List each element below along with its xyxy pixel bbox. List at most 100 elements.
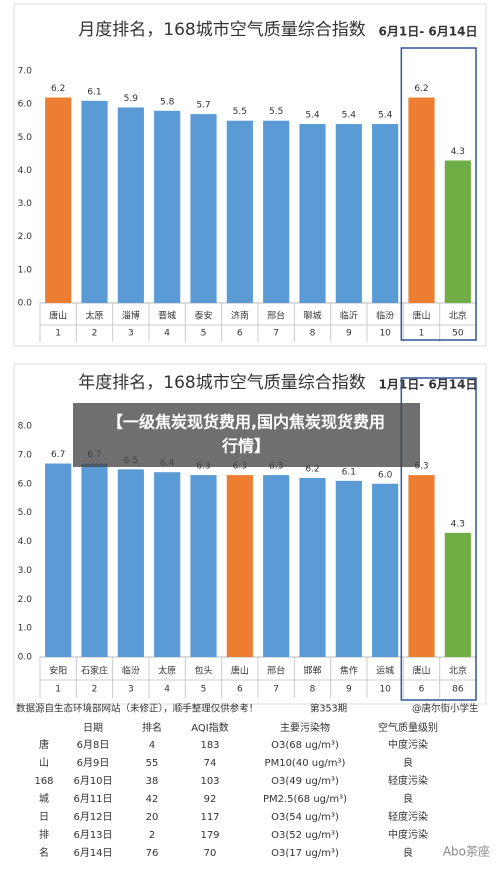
bar — [81, 100, 108, 303]
y-tick-label: 4.0 — [18, 166, 33, 176]
category-label: 唐山 — [231, 665, 249, 677]
table-cell: 轻度污染 — [388, 774, 428, 787]
table-cell: 6月8日 — [77, 739, 110, 751]
table-cell: 6月12日 — [73, 811, 112, 823]
value-label: 4.3 — [451, 519, 465, 529]
category-label: 包头 — [194, 665, 212, 677]
category-label: 太原 — [85, 310, 103, 322]
rank-label: 4 — [164, 329, 170, 339]
category-label: 晋城 — [158, 311, 176, 322]
table-cell: 74 — [204, 758, 217, 769]
y-tick-label: 8.0 — [18, 422, 33, 432]
category-label: 聊城 — [303, 310, 321, 322]
table-side: 168 — [34, 776, 53, 787]
bar — [45, 463, 72, 657]
table-cell: O3(68 ug/m³) — [271, 740, 339, 751]
rank-label: 8 — [310, 685, 316, 695]
bar — [408, 475, 435, 657]
table-side: 唐 — [39, 738, 49, 751]
table-header: 排名 — [142, 721, 162, 734]
value-label: 6.7 — [51, 450, 65, 460]
y-tick-label: 0.0 — [18, 653, 33, 663]
value-label: 5.7 — [196, 101, 210, 111]
rank-label: 2 — [92, 329, 98, 339]
value-label: 5.8 — [160, 97, 175, 107]
table-cell: 中度污染 — [388, 828, 428, 841]
rank-label: 1 — [55, 685, 61, 695]
rank-label: 6 — [237, 329, 243, 339]
table-cell: 103 — [200, 776, 219, 787]
y-tick-label: 1.0 — [18, 265, 33, 275]
value-label: 6.3 — [414, 462, 428, 472]
bar — [117, 469, 144, 657]
category-label: 北京 — [449, 665, 467, 677]
y-tick-label: 2.0 — [18, 595, 33, 605]
value-label: 5.9 — [124, 94, 139, 104]
banner-text: 行情】 — [221, 437, 270, 456]
table-header: 日期 — [83, 722, 103, 734]
y-tick-label: 7.0 — [18, 450, 33, 460]
bar — [154, 110, 181, 304]
table-cell: O3(54 ug/m³) — [271, 812, 339, 823]
rank-label: 4 — [164, 685, 170, 695]
table-cell: 42 — [146, 794, 159, 805]
value-label: 6.2 — [414, 84, 428, 94]
rank-label: 86 — [452, 685, 464, 695]
table-cell: 183 — [200, 740, 219, 751]
table-cell: 6月9日 — [77, 757, 110, 769]
y-tick-label: 5.0 — [18, 508, 33, 518]
rank-label: 8 — [310, 329, 316, 339]
table-cell: 良 — [403, 792, 413, 805]
category-label: 临沂 — [340, 310, 358, 322]
rank-label: 6 — [237, 685, 243, 695]
table-cell: 20 — [146, 812, 159, 823]
value-label: 5.4 — [378, 111, 393, 121]
date-range: 1月1日- 6月14日 — [379, 378, 478, 392]
category-label: 邢台 — [267, 665, 285, 677]
table-side: 日 — [39, 812, 49, 823]
rank-label: 9 — [346, 329, 352, 339]
category-label: 临汾 — [122, 665, 140, 677]
rank-label: 7 — [273, 685, 279, 695]
banner-bg — [73, 403, 420, 467]
rank-label: 5 — [201, 685, 207, 695]
rank-label: 50 — [452, 329, 464, 339]
table-cell: 76 — [146, 848, 159, 859]
table-cell: 6月14日 — [73, 847, 112, 859]
bar — [299, 477, 326, 657]
table-side: 城 — [39, 793, 49, 805]
table-cell: 2 — [149, 830, 155, 841]
bar — [154, 472, 181, 657]
y-tick-label: 2.0 — [18, 232, 33, 242]
bar — [117, 107, 144, 303]
author: @唐尔街小学生 — [412, 703, 479, 715]
value-label: 5.5 — [269, 107, 283, 117]
banner-text: 【一级焦炭现货费用,国内焦炭现货费用 — [107, 413, 385, 432]
bar — [372, 124, 399, 304]
y-tick-label: 6.0 — [18, 100, 33, 110]
value-label: 5.5 — [233, 107, 247, 117]
rank-label: 9 — [346, 685, 352, 695]
y-tick-label: 6.0 — [18, 479, 33, 489]
table-cell: 70 — [204, 848, 217, 859]
value-label: 5.4 — [342, 111, 357, 121]
category-label: 唐山 — [412, 665, 430, 677]
table-cell: 中度污染 — [388, 738, 428, 751]
bar — [81, 463, 108, 657]
category-label: 唐山 — [49, 310, 67, 322]
bar — [335, 124, 362, 304]
category-label: 石家庄 — [81, 665, 108, 677]
bar — [190, 114, 217, 303]
rank-label: 3 — [128, 329, 134, 339]
bar — [299, 124, 326, 304]
chart-title: 年度排名，168城市空气质量综合指数 — [78, 373, 365, 393]
highlight-box — [400, 47, 477, 341]
table-cell: 6月11日 — [73, 793, 112, 805]
date-range: 6月1日- 6月14日 — [379, 25, 478, 39]
table-cell: 55 — [146, 758, 159, 769]
category-label: 济南 — [231, 310, 249, 322]
rank-label: 10 — [379, 685, 391, 695]
rank-label: 1 — [419, 329, 425, 339]
value-label: 4.3 — [451, 147, 465, 157]
